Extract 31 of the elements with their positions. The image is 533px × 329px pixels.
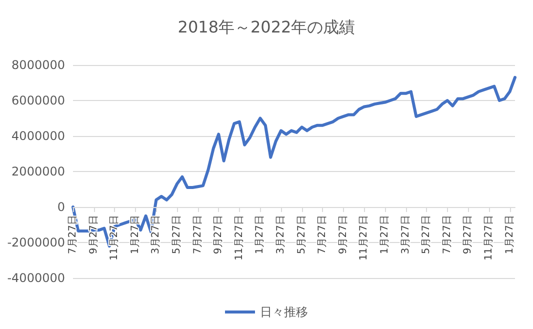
x-tick-label: 11月27日 xyxy=(109,215,120,260)
y-tick-label: -2000000 xyxy=(7,236,65,250)
x-tick-label: 9月27日 xyxy=(338,215,349,254)
x-tick-label: 7月27日 xyxy=(68,215,78,254)
y-tick-label: 8000000 xyxy=(12,58,65,72)
x-tick-label: 3月27日 xyxy=(150,215,162,254)
x-tick-label: 5月27日 xyxy=(421,215,432,254)
x-tick-label: 5月27日 xyxy=(172,215,182,254)
x-tick-label: 7月27日 xyxy=(192,215,204,254)
legend-label: 日々推移 xyxy=(260,305,308,319)
y-tick-label: 4000000 xyxy=(12,129,65,143)
x-tick-label: 1月27日 xyxy=(504,215,516,254)
x-tick-label: 1月27日 xyxy=(130,215,141,254)
y-tick-label: 2000000 xyxy=(12,164,65,178)
y-tick-label: -4000000 xyxy=(7,271,65,285)
x-tick-label: 1月27日 xyxy=(254,215,266,254)
x-tick-label: 1月27日 xyxy=(380,215,390,254)
x-tick-label: 11月27日 xyxy=(234,215,245,260)
x-tick-label: 9月27日 xyxy=(88,215,100,254)
y-tick-label: 6000000 xyxy=(12,94,65,108)
chart-title: 2018年～2022年の成績 xyxy=(178,18,356,36)
x-tick-label: 11月27日 xyxy=(484,215,494,260)
x-tick-label: 3月27日 xyxy=(400,215,412,254)
x-tick-label: 3月27日 xyxy=(276,215,286,254)
y-tick-label: 0 xyxy=(57,200,65,214)
x-tick-label: 9月27日 xyxy=(213,215,224,254)
x-tick-label: 7月27日 xyxy=(442,215,453,254)
x-tick-label: 7月27日 xyxy=(317,215,328,254)
x-tick-label: 5月27日 xyxy=(296,215,308,254)
x-tick-label: 9月27日 xyxy=(462,215,474,254)
x-tick-label: 11月27日 xyxy=(358,215,370,260)
